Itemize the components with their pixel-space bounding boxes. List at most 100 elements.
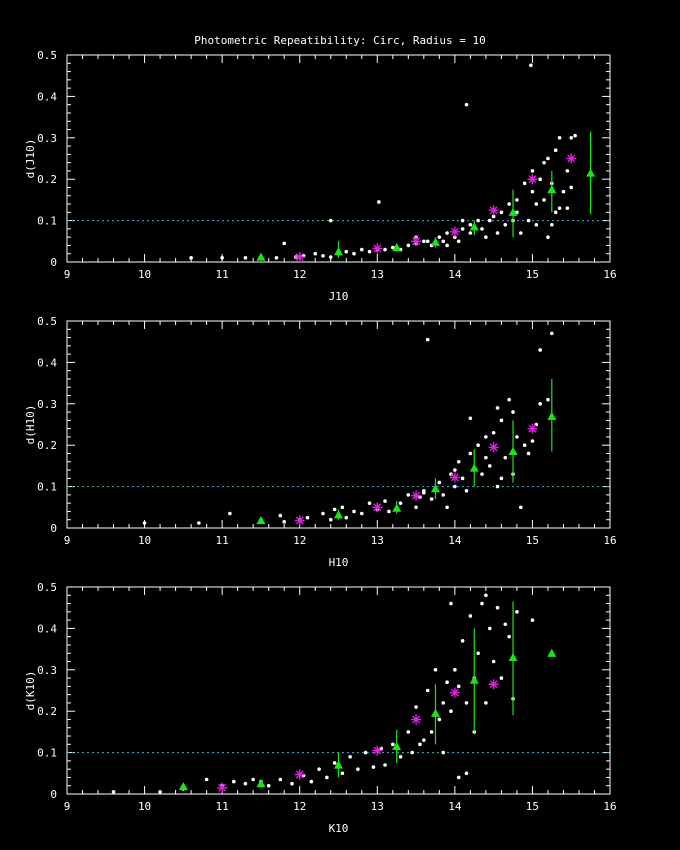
data-point [367, 501, 372, 505]
median-marker [392, 741, 402, 750]
x-tick-label: 9 [64, 534, 71, 547]
data-point [499, 476, 504, 481]
data-point [398, 754, 403, 759]
data-point [456, 684, 461, 689]
mean-marker [411, 714, 422, 725]
data-point [565, 169, 570, 173]
data-point [204, 777, 209, 782]
data-point [529, 63, 533, 68]
data-point [437, 717, 442, 722]
median-marker [334, 760, 343, 769]
data-point [565, 206, 570, 210]
data-point [383, 763, 387, 767]
mean-marker-stroke [489, 443, 498, 452]
y-tick-label: 0.2 [37, 173, 57, 186]
mean-marker-stroke [412, 237, 421, 246]
x-tick-label: 10 [138, 800, 151, 813]
plot-frame [66, 54, 611, 263]
x-tick-label: 13 [371, 268, 384, 281]
y-axis-label: d(J10) [24, 139, 37, 179]
data-point [557, 136, 562, 140]
mean-marker [566, 153, 577, 164]
data-point [410, 750, 414, 755]
mean-marker [411, 236, 422, 247]
data-point [550, 222, 554, 227]
median-marker [508, 652, 518, 661]
data-point [197, 521, 201, 525]
data-point [418, 742, 422, 747]
data-point [433, 668, 438, 672]
mean-marker-stroke [412, 491, 421, 500]
y-tick-label: 0.1 [37, 215, 57, 228]
data-point [328, 517, 333, 522]
data-point [383, 247, 387, 252]
y-tick-label: 0.3 [37, 398, 57, 411]
plot-frame [66, 586, 611, 795]
data-point [553, 210, 558, 215]
data-point [507, 634, 511, 639]
data-point [220, 256, 224, 260]
y-tick-label: 0.5 [37, 49, 57, 62]
median-marker [334, 510, 343, 519]
data-point [332, 761, 337, 765]
data-point [561, 189, 566, 194]
median-marker [469, 463, 479, 472]
data-point [495, 231, 500, 235]
page-title: Photometric Repeatibility: Circ, Radius … [194, 34, 485, 47]
median-marker [256, 516, 266, 525]
mean-marker [449, 226, 460, 237]
data-point [321, 511, 325, 516]
data-point [243, 781, 248, 786]
x-axis-label: K10 [329, 822, 349, 835]
data-point [453, 235, 457, 239]
mean-marker [294, 769, 305, 780]
x-tick-label: 15 [526, 268, 539, 281]
x-tick-label: 16 [603, 534, 616, 547]
data-point [557, 206, 562, 210]
data-point [453, 668, 457, 672]
data-point [305, 515, 310, 520]
x-axis-label: H10 [329, 556, 349, 569]
data-point [231, 779, 236, 784]
x-tick-label: 13 [371, 800, 384, 813]
median-marker [178, 782, 188, 791]
data-point [321, 253, 325, 258]
data-point [391, 742, 395, 747]
x-tick-label: 10 [138, 534, 151, 547]
data-point [480, 601, 484, 606]
data-point [542, 160, 546, 165]
data-point [484, 593, 488, 598]
y-tick-label: 0 [50, 256, 57, 269]
y-axis-label: d(H10) [24, 405, 37, 445]
median-marker [469, 675, 479, 684]
data-point [414, 505, 418, 510]
data-point [538, 177, 542, 181]
x-tick-label: 16 [603, 800, 616, 813]
data-point [491, 214, 496, 219]
median-marker [392, 243, 402, 252]
data-point [503, 455, 508, 460]
data-point [530, 189, 535, 194]
data-point [406, 730, 411, 734]
data-point [507, 202, 511, 206]
median-marker [430, 484, 440, 493]
y-tick-label: 0 [50, 522, 57, 535]
median-marker [547, 411, 557, 420]
mean-marker-stroke [218, 783, 227, 792]
data-point [278, 777, 283, 782]
data-point [429, 730, 434, 734]
data-point [511, 410, 515, 414]
data-point [445, 505, 449, 510]
data-point [453, 484, 457, 489]
data-point [189, 256, 193, 260]
data-point [484, 455, 488, 460]
median-marker [547, 648, 557, 657]
data-point [518, 505, 523, 510]
median-marker [256, 779, 266, 788]
data-point [460, 218, 465, 223]
y-tick-label: 0.1 [37, 481, 57, 494]
panel-h10: 9 10 11 12 13 14 15 16 0 0.1 0.2 0.3 0.4 0.5 H10 d(H10) [24, 315, 617, 569]
median-marker [547, 185, 557, 194]
y-tick-label: 0 [50, 788, 57, 801]
data-point [476, 651, 480, 656]
